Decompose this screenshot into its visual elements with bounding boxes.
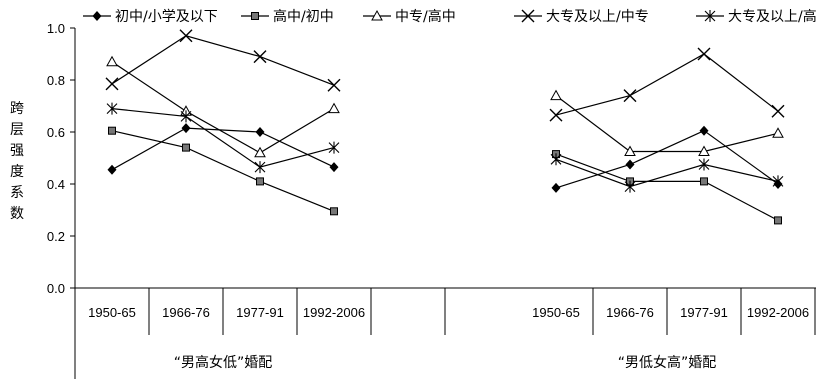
data-point-marker (256, 177, 264, 186)
data-point-marker (772, 127, 784, 138)
data-point-marker (106, 102, 118, 115)
legend-label: 中专/高中 (395, 8, 456, 25)
data-point-marker (108, 126, 116, 135)
data-point-marker (550, 89, 562, 101)
data-point-marker (698, 145, 710, 156)
data-point-marker (624, 180, 636, 193)
y-axis-title-char: 强 (10, 143, 24, 159)
data-point-marker (700, 177, 708, 186)
data-point-marker (623, 89, 637, 103)
data-point-marker (254, 161, 266, 174)
y-tick-label: 0.8 (47, 73, 65, 88)
data-point-marker (550, 153, 562, 166)
data-point-marker (521, 9, 535, 23)
data-point-marker (255, 127, 265, 137)
y-axis-label: 跨层强度系数 (10, 101, 24, 222)
category-label: 1977-91 (236, 305, 284, 320)
legend-label: 大专及以上/高中 (728, 8, 816, 25)
series-line (555, 153, 779, 221)
axes: 0.0 0.2 0.4 0.6 0.8 1.0 1950-65 1966-76 1977-91 1… (47, 21, 816, 379)
data-point-marker (182, 143, 190, 152)
y-axis-title-char: 层 (10, 122, 24, 138)
data-point-marker (106, 55, 118, 67)
y-axis-title-char: 数 (10, 206, 24, 222)
data-point-marker (699, 125, 709, 136)
data-point-marker (105, 77, 119, 91)
y-tick-label: 1.0 (47, 21, 65, 36)
data-point-marker (549, 108, 563, 122)
data-point-marker (92, 11, 102, 21)
legend-item: 高中/初中 (241, 8, 334, 25)
series-1 (107, 123, 783, 193)
y-axis-title-char: 跨 (10, 101, 24, 117)
series-5 (106, 102, 784, 193)
data-point-marker (181, 123, 191, 134)
category-label: 1950-65 (532, 305, 580, 320)
y-axis-title-char: 度 (10, 164, 24, 180)
series-4 (105, 29, 785, 122)
legend-item: 初中/小学及以下 (83, 8, 218, 25)
series-line (111, 127, 335, 171)
category-label: 1992-2006 (303, 305, 365, 320)
legend-item: 大专及以上/高中 (696, 8, 816, 25)
data-point-marker (698, 158, 710, 171)
series-line (111, 35, 335, 86)
data-point-marker (774, 216, 782, 225)
data-point-marker (625, 159, 635, 170)
data-point-marker (251, 12, 259, 20)
series-3 (106, 55, 784, 158)
legend-item: 中专/高中 (363, 8, 456, 25)
data-point-marker (551, 182, 561, 193)
category-label: 1977-91 (680, 305, 728, 320)
data-point-marker (771, 104, 785, 118)
y-tick-label: 0.2 (47, 229, 65, 244)
y-tick-label: 0.4 (47, 177, 65, 192)
data-point-marker (704, 10, 716, 22)
legend-item: 大专及以上/中专 (514, 9, 649, 25)
series-line (555, 53, 779, 116)
data-point-marker (253, 50, 267, 64)
series-line (555, 158, 779, 188)
category-label: 1966-76 (606, 305, 654, 320)
series-line (555, 130, 779, 189)
data-point-marker (180, 110, 192, 123)
y-axis-title-char: 系 (10, 185, 24, 201)
category-label: 1950-65 (88, 305, 136, 320)
data-point-marker (254, 146, 266, 158)
series-line (111, 61, 335, 154)
legend-label: 初中/小学及以下 (115, 8, 218, 25)
data-point-marker (371, 9, 383, 21)
data-point-marker (624, 145, 636, 156)
y-tick-label: 0.6 (47, 125, 65, 140)
data-point-marker (179, 29, 193, 43)
data-point-marker (329, 162, 339, 173)
category-label: 1966-76 (162, 305, 210, 320)
data-point-marker (772, 175, 784, 188)
series-line (111, 108, 335, 168)
data-point-marker (327, 78, 341, 92)
group-label: “男低女高”婚配 (618, 354, 717, 371)
group-label: “男高女低”婚配 (174, 354, 273, 371)
data-point-marker (328, 141, 340, 154)
y-axis-title: 跨层强度系数 (10, 101, 24, 222)
series-line (111, 130, 335, 212)
category-label: 1992-2006 (747, 305, 809, 320)
data-point-marker (330, 207, 338, 216)
data-point-marker (328, 102, 340, 114)
legend: 初中/小学及以下 高中/初中 中专/高中 大专及以上/中专 大专及以上/高中 (83, 8, 816, 25)
series-line (555, 95, 779, 153)
data-point-marker (107, 164, 117, 175)
series-layer (105, 29, 785, 225)
y-tick-label: 0.0 (47, 281, 65, 296)
legend-label: 高中/初中 (273, 8, 334, 25)
legend-label: 大专及以上/中专 (546, 9, 649, 25)
data-point-marker (697, 47, 711, 61)
